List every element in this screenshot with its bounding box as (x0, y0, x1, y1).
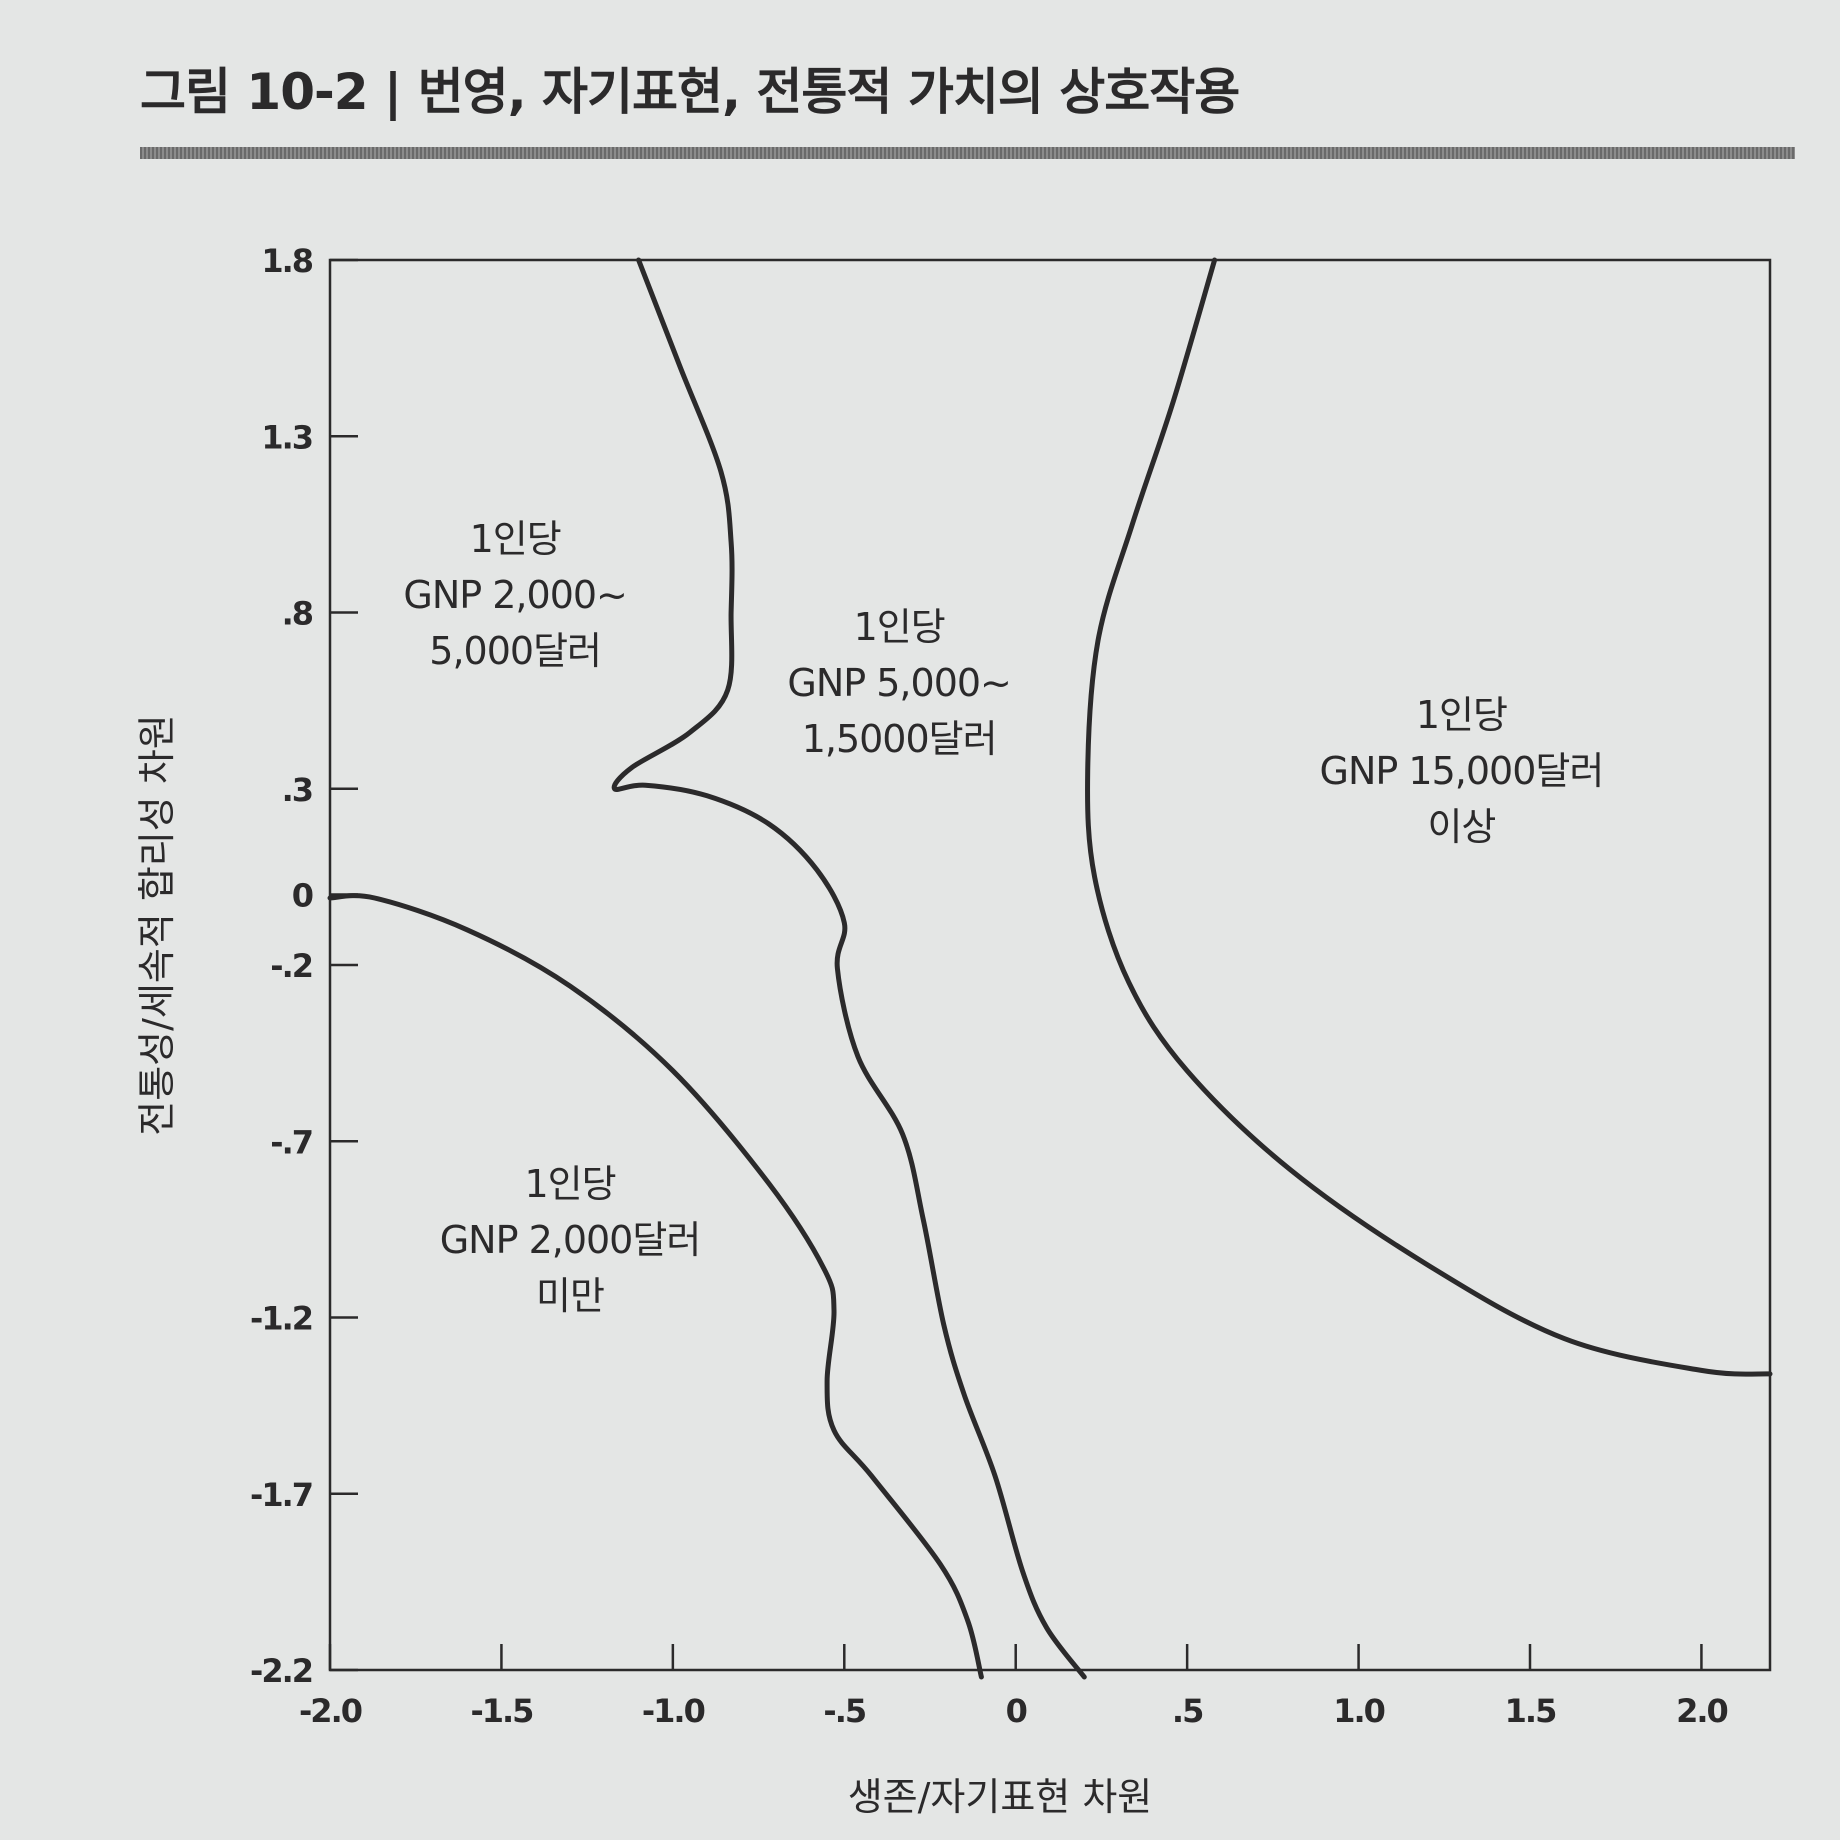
x-tick-label-5: .5 (1172, 1692, 1203, 1730)
x-tick-label-1: -1.5 (470, 1692, 533, 1730)
axis-ticks: -2.0 -1.5 -1.0 -.5 0 .5 1.0 1.5 2.0 1.8 1.3 .8 .3 0 -.… (250, 242, 1729, 1730)
y-tick-label-4: 0 (292, 877, 313, 915)
plot-frame (328, 258, 1772, 1672)
region-label-3-line-2: GNP 15,000달러 (1320, 749, 1604, 793)
x-axis-label: 생존/자기표현 차원 (848, 1775, 1153, 1819)
x-tick-label-7: 1.5 (1505, 1692, 1556, 1730)
region-label-2-line-2: GNP 5,000~ (787, 661, 1011, 705)
region-labels: 1인당 GNP 2,000~ 5,000달러 1인당 GNP 5,000~ 1,5000달… (403, 517, 1605, 1318)
boundary-curve-2 (611, 257, 1087, 1680)
boundary-curves (327, 257, 1773, 1680)
y-tick-label-0: 1.8 (261, 242, 312, 280)
region-label-4-line-1: 1인당 (524, 1162, 615, 1206)
figure-title: 그림 10-2 | 번영, 자기표현, 전통적 가치의 상호작용 (140, 63, 1240, 121)
y-axis-label: 전통성/세속적 합리성 차원 (135, 714, 179, 1136)
y-tick-label-5: -.2 (270, 947, 312, 985)
region-label-1: 1인당 GNP 2,000~ 5,000달러 (403, 517, 628, 673)
x-tick-label-6: 1.0 (1333, 1692, 1384, 1730)
region-label-2-line-1: 1인당 (854, 605, 945, 649)
boundary-curve-1 (327, 893, 984, 1680)
y-tick-label-9: -2.2 (250, 1652, 312, 1690)
region-label-2-line-3: 1,5000달러 (802, 717, 997, 761)
x-tick-label-3: -.5 (823, 1692, 865, 1730)
y-tick-label-1: 1.3 (261, 418, 312, 456)
region-label-3-line-3: 이상 (1427, 805, 1495, 849)
x-tick-label-0: -2.0 (299, 1692, 362, 1730)
region-label-4-line-3: 미만 (536, 1274, 604, 1318)
y-tick-label-7: -1.2 (250, 1300, 312, 1338)
x-tick-label-8: 2.0 (1676, 1692, 1727, 1730)
y-tick-label-2: .8 (282, 595, 313, 633)
title-rule (140, 147, 1795, 159)
y-tick-label-3: .3 (282, 771, 312, 809)
x-tick-label-4: 0 (1006, 1692, 1027, 1730)
region-label-2: 1인당 GNP 5,000~ 1,5000달러 (787, 605, 1012, 761)
region-label-1-line-1: 1인당 (470, 517, 561, 561)
boundary-curve-3 (1085, 257, 1773, 1377)
y-tick-label-6: -.7 (270, 1123, 312, 1161)
region-label-3-line-1: 1인당 (1416, 693, 1507, 737)
y-tick-label-8: -1.7 (250, 1476, 312, 1514)
region-label-1-line-3: 5,000달러 (429, 629, 601, 673)
region-label-4-line-2: GNP 2,000달러 (440, 1218, 701, 1262)
region-label-1-line-2: GNP 2,000~ (403, 573, 627, 617)
x-tick-label-2: -1.0 (642, 1692, 705, 1730)
